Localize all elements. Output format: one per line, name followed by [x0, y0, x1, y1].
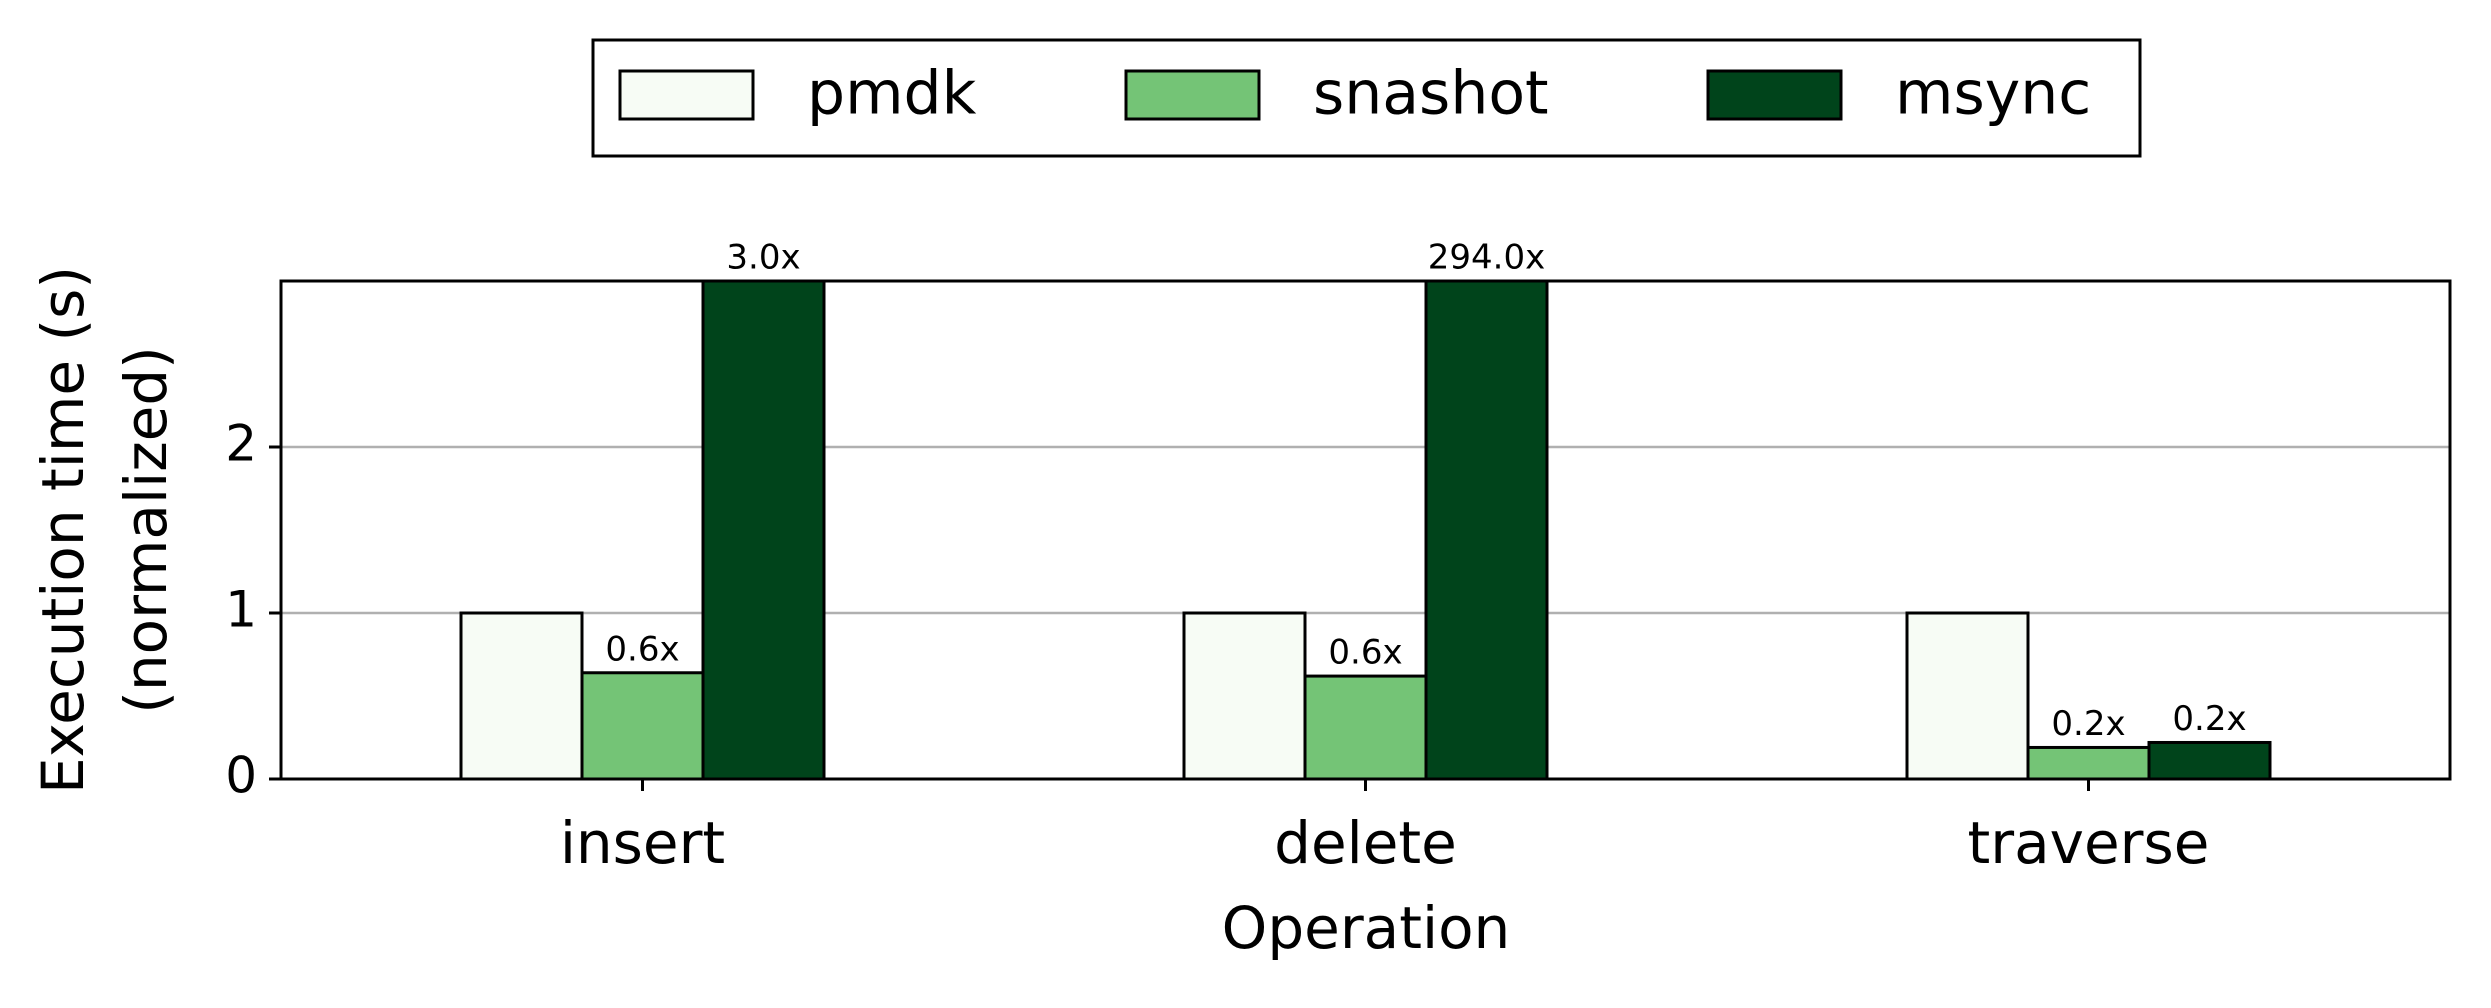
bar — [580, 671, 705, 779]
legend-swatch — [618, 69, 755, 121]
x-tick-label: delete — [1274, 809, 1457, 877]
bar — [1424, 281, 1549, 779]
grid — [281, 445, 2450, 615]
legend-swatch — [1706, 69, 1843, 121]
bar — [2147, 740, 2272, 779]
bar — [1303, 674, 1428, 779]
x-tick-label: insert — [560, 809, 725, 877]
legend-label: pmdk — [807, 59, 977, 129]
bar — [701, 281, 826, 779]
y-tick-label: 1 — [225, 581, 257, 639]
bars — [459, 281, 2272, 779]
bar — [1182, 611, 1307, 779]
value-label: 294.0x — [1428, 238, 1545, 278]
y-tick-label: 0 — [225, 747, 257, 805]
value-label: 0.2x — [2051, 704, 2125, 744]
x-axis-label: Operation — [1222, 894, 1511, 962]
legend-label: snashot — [1313, 59, 1549, 129]
legend-frame — [591, 38, 2142, 158]
bar — [2026, 745, 2151, 779]
value-label: 0.6x — [1328, 633, 1402, 673]
bar — [1905, 611, 2030, 779]
bar — [459, 611, 584, 779]
legend-swatch — [1124, 69, 1261, 121]
legend-label: msync — [1895, 59, 2091, 129]
value-label: 0.2x — [2172, 699, 2246, 739]
value-label: 3.0x — [726, 238, 800, 278]
y-tick-label: 2 — [225, 415, 257, 473]
value-label: 0.6x — [605, 629, 679, 669]
y-axis-label: Execution time (s) — [29, 266, 97, 794]
y-axis-label: (normalized) — [112, 346, 180, 714]
x-tick-label: traverse — [1968, 809, 2210, 877]
